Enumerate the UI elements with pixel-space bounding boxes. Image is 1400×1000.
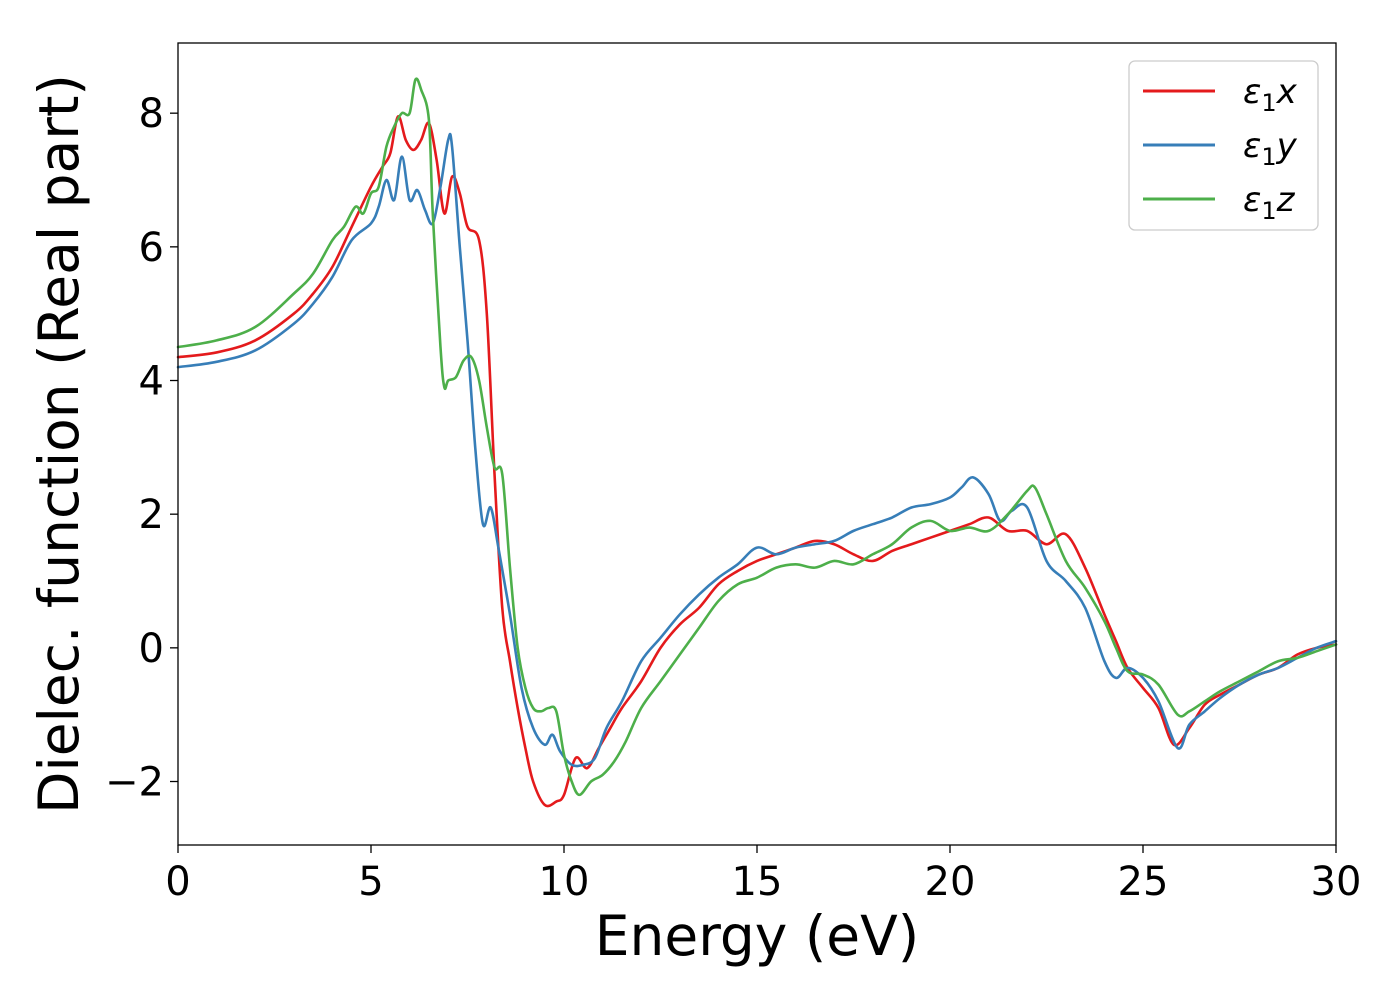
- legend-label-z: ε1z: [1243, 180, 1296, 225]
- series-line-z: [176, 77, 1338, 797]
- series-layer: [176, 77, 1338, 808]
- x-tick-label: 15: [732, 859, 783, 905]
- legend: ε1x ε1y ε1z: [1128, 60, 1319, 231]
- y-tick-label: −2: [105, 760, 164, 806]
- series-line-y: [176, 132, 1338, 768]
- x-axis-ticks: 0 5 10 15 20 25 30: [165, 845, 1361, 905]
- y-tick-label: 2: [139, 492, 164, 538]
- y-axis-label: Dielec. function (Real part): [27, 74, 91, 814]
- x-tick-label: 25: [1118, 859, 1169, 905]
- x-tick-label: 20: [925, 859, 976, 905]
- legend-label-x: ε1x: [1243, 72, 1298, 117]
- x-tick-label: 5: [358, 859, 383, 905]
- x-tick-label: 30: [1311, 859, 1362, 905]
- y-axis-ticks: −2 0 2 4 6 8: [105, 91, 178, 806]
- x-axis-label: Energy (eV): [595, 904, 919, 968]
- x-tick-label: 10: [539, 859, 590, 905]
- y-tick-label: 8: [139, 91, 164, 137]
- legend-label-y: ε1y: [1243, 126, 1298, 171]
- y-tick-label: 6: [139, 225, 164, 271]
- legend-box: [1128, 60, 1319, 231]
- x-tick-label: 0: [165, 859, 190, 905]
- y-tick-label: 0: [139, 626, 164, 672]
- series-line-x: [176, 115, 1338, 808]
- y-tick-label: 4: [139, 359, 164, 405]
